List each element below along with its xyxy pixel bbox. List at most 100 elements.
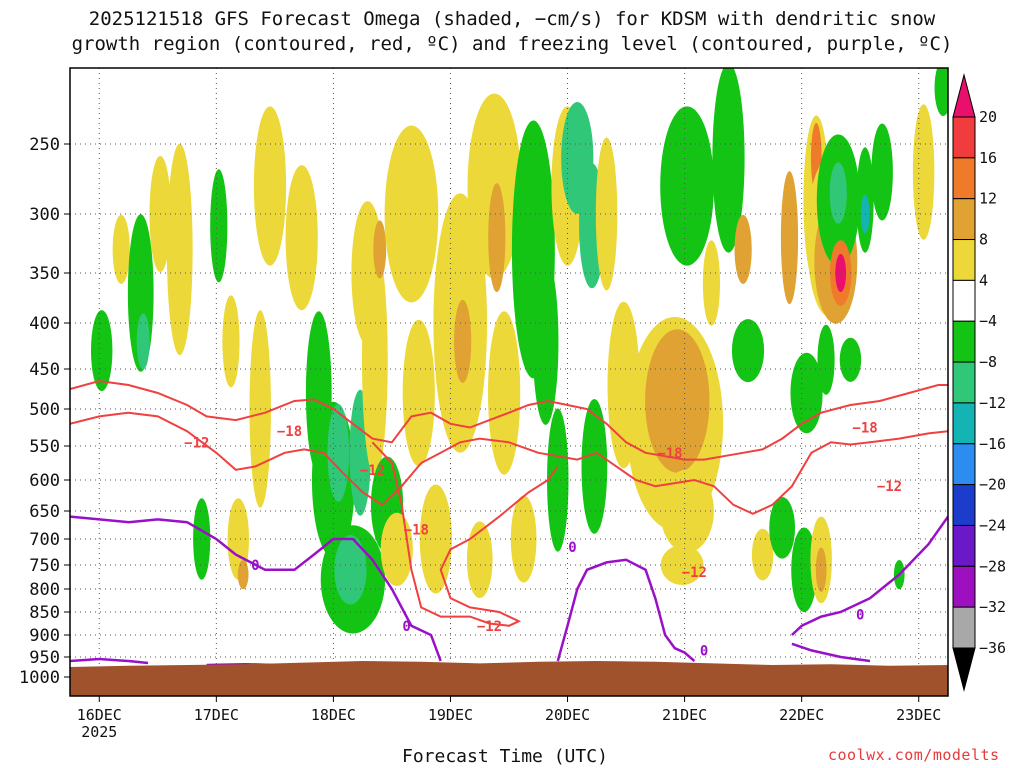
colorbar-bin-below-minus36 xyxy=(952,647,976,692)
contour-label-12: 0 xyxy=(700,643,708,659)
omega-region-6 xyxy=(193,498,211,580)
colorbar-bin-2 xyxy=(952,157,976,200)
colorbar-bin-5 xyxy=(952,279,976,322)
omega-region-34 xyxy=(510,495,537,583)
contour-label-4: −12 xyxy=(477,619,502,635)
colorbar-label-11: −28 xyxy=(979,557,1006,575)
omega-region-3 xyxy=(136,313,150,370)
y-tick-label-750: 750 xyxy=(29,556,60,576)
freezing-level-segment-2 xyxy=(791,642,871,663)
colorbar-bin-12 xyxy=(952,565,976,608)
omega-region-10 xyxy=(237,560,249,590)
x-axis-label: Forecast Time (UTC) xyxy=(402,746,608,767)
omega-region-52 xyxy=(734,214,752,284)
y-tick-label-700: 700 xyxy=(29,530,60,550)
x-tick-sublabel-16DEC: 2025 xyxy=(81,723,117,741)
colorbar-label-8: −16 xyxy=(979,435,1006,453)
y-tick-label-300: 300 xyxy=(29,205,60,225)
omega-region-22 xyxy=(373,220,387,279)
omega-region-13 xyxy=(285,165,318,311)
colorbar-label-3: 8 xyxy=(979,231,988,249)
freezing-level-segment-3 xyxy=(70,657,149,665)
omega-region-5 xyxy=(166,143,193,356)
contour-label-9: 0 xyxy=(251,558,259,574)
dgz-contour-minus12 xyxy=(70,411,948,515)
contour-layer: −12 −18 −12 −18 −12 −18 −12 −18 −12 0 0 0 0 0 xyxy=(70,379,948,667)
axes-layer: 250 300 350 400 450 500 550 600 650 700 750 800 850 9… xyxy=(19,67,949,741)
omega-shading-layer xyxy=(90,68,948,634)
omega-region-58 xyxy=(790,352,823,434)
omega-region-55 xyxy=(769,496,796,559)
freezing-level-segment-0 xyxy=(556,558,696,662)
colorbar-bin-4 xyxy=(952,239,976,281)
y-tick-label-350: 350 xyxy=(29,264,60,284)
omega-region-12 xyxy=(253,106,287,266)
ground-layer xyxy=(70,661,948,696)
y-tick-label-800: 800 xyxy=(29,580,60,600)
contour-label-8: −12 xyxy=(877,479,902,495)
colorbar-bin-1 xyxy=(952,116,976,159)
y-tick-label-650: 650 xyxy=(29,502,60,522)
colorbar-label-6: −8 xyxy=(979,353,997,371)
ground-surface xyxy=(70,661,948,696)
colorbar-label-9: −20 xyxy=(979,476,1006,494)
omega-region-26 xyxy=(402,319,435,467)
freezing-level-contour xyxy=(70,515,442,662)
omega-region-49 xyxy=(660,106,714,266)
omega-region-30 xyxy=(466,521,493,599)
omega-region-62 xyxy=(815,547,827,593)
credit-link[interactable]: coolwx.com/modelts xyxy=(828,746,1000,764)
omega-region-57 xyxy=(791,527,817,613)
contour-label-3: −18 xyxy=(404,522,429,538)
colorbar-label-13: −36 xyxy=(979,639,1006,657)
colorbar-bin-7 xyxy=(952,361,976,404)
contour-label-13: 0 xyxy=(856,607,864,623)
omega-region-0 xyxy=(90,310,113,392)
contour-label-0: −12 xyxy=(184,435,209,451)
y-tick-label-950: 950 xyxy=(29,648,60,668)
omega-region-76 xyxy=(934,68,948,116)
omega-region-8 xyxy=(222,295,240,388)
y-tick-label-500: 500 xyxy=(29,400,60,420)
freezing-level-segment-1 xyxy=(791,515,948,636)
omega-region-41 xyxy=(581,399,608,534)
omega-region-7 xyxy=(210,169,228,283)
colorbar-bin-8 xyxy=(952,402,976,445)
colorbar-bin-6 xyxy=(952,320,976,363)
omega-region-42 xyxy=(595,137,618,291)
y-tick-label-550: 550 xyxy=(29,437,60,457)
omega-region-46 xyxy=(645,329,710,473)
dgz-contour-lower-lobe xyxy=(371,441,559,627)
colorbar-label-10: −24 xyxy=(979,516,1006,534)
contour-label-6: −12 xyxy=(682,565,707,581)
x-tick-label-19DEC: 19DEC xyxy=(428,706,473,724)
contour-label-11: 0 xyxy=(568,540,576,556)
omega-region-36 xyxy=(532,257,559,425)
omega-region-54 xyxy=(751,528,774,581)
omega-region-33 xyxy=(488,311,521,475)
omega-region-18 xyxy=(334,535,367,605)
y-tick-label-250: 250 xyxy=(29,135,60,155)
x-tick-label-16DEC: 16DEC xyxy=(77,706,122,724)
colorbar-bin-above-20 xyxy=(952,73,976,118)
colorbar-bin-3 xyxy=(952,198,976,241)
omega-region-37 xyxy=(547,408,569,552)
omega-region-47 xyxy=(660,469,714,553)
colorbar-label-1: 16 xyxy=(979,149,997,167)
colorbar-label-4: 4 xyxy=(979,271,988,289)
contour-label-1: −18 xyxy=(277,424,302,440)
omega-region-29 xyxy=(454,299,472,383)
colorbar-label-2: 12 xyxy=(979,190,997,208)
colorbar-bin-13 xyxy=(952,606,976,649)
omega-region-48 xyxy=(660,545,704,585)
omega-region-32 xyxy=(488,183,506,293)
plot-frame xyxy=(69,67,949,697)
omega-region-50 xyxy=(702,240,721,326)
omega-region-63 xyxy=(817,324,835,395)
omega-region-67 xyxy=(829,162,847,224)
colorbar-bin-10 xyxy=(952,484,976,526)
omega-region-1 xyxy=(112,214,130,284)
y-tick-label-450: 450 xyxy=(29,360,60,380)
